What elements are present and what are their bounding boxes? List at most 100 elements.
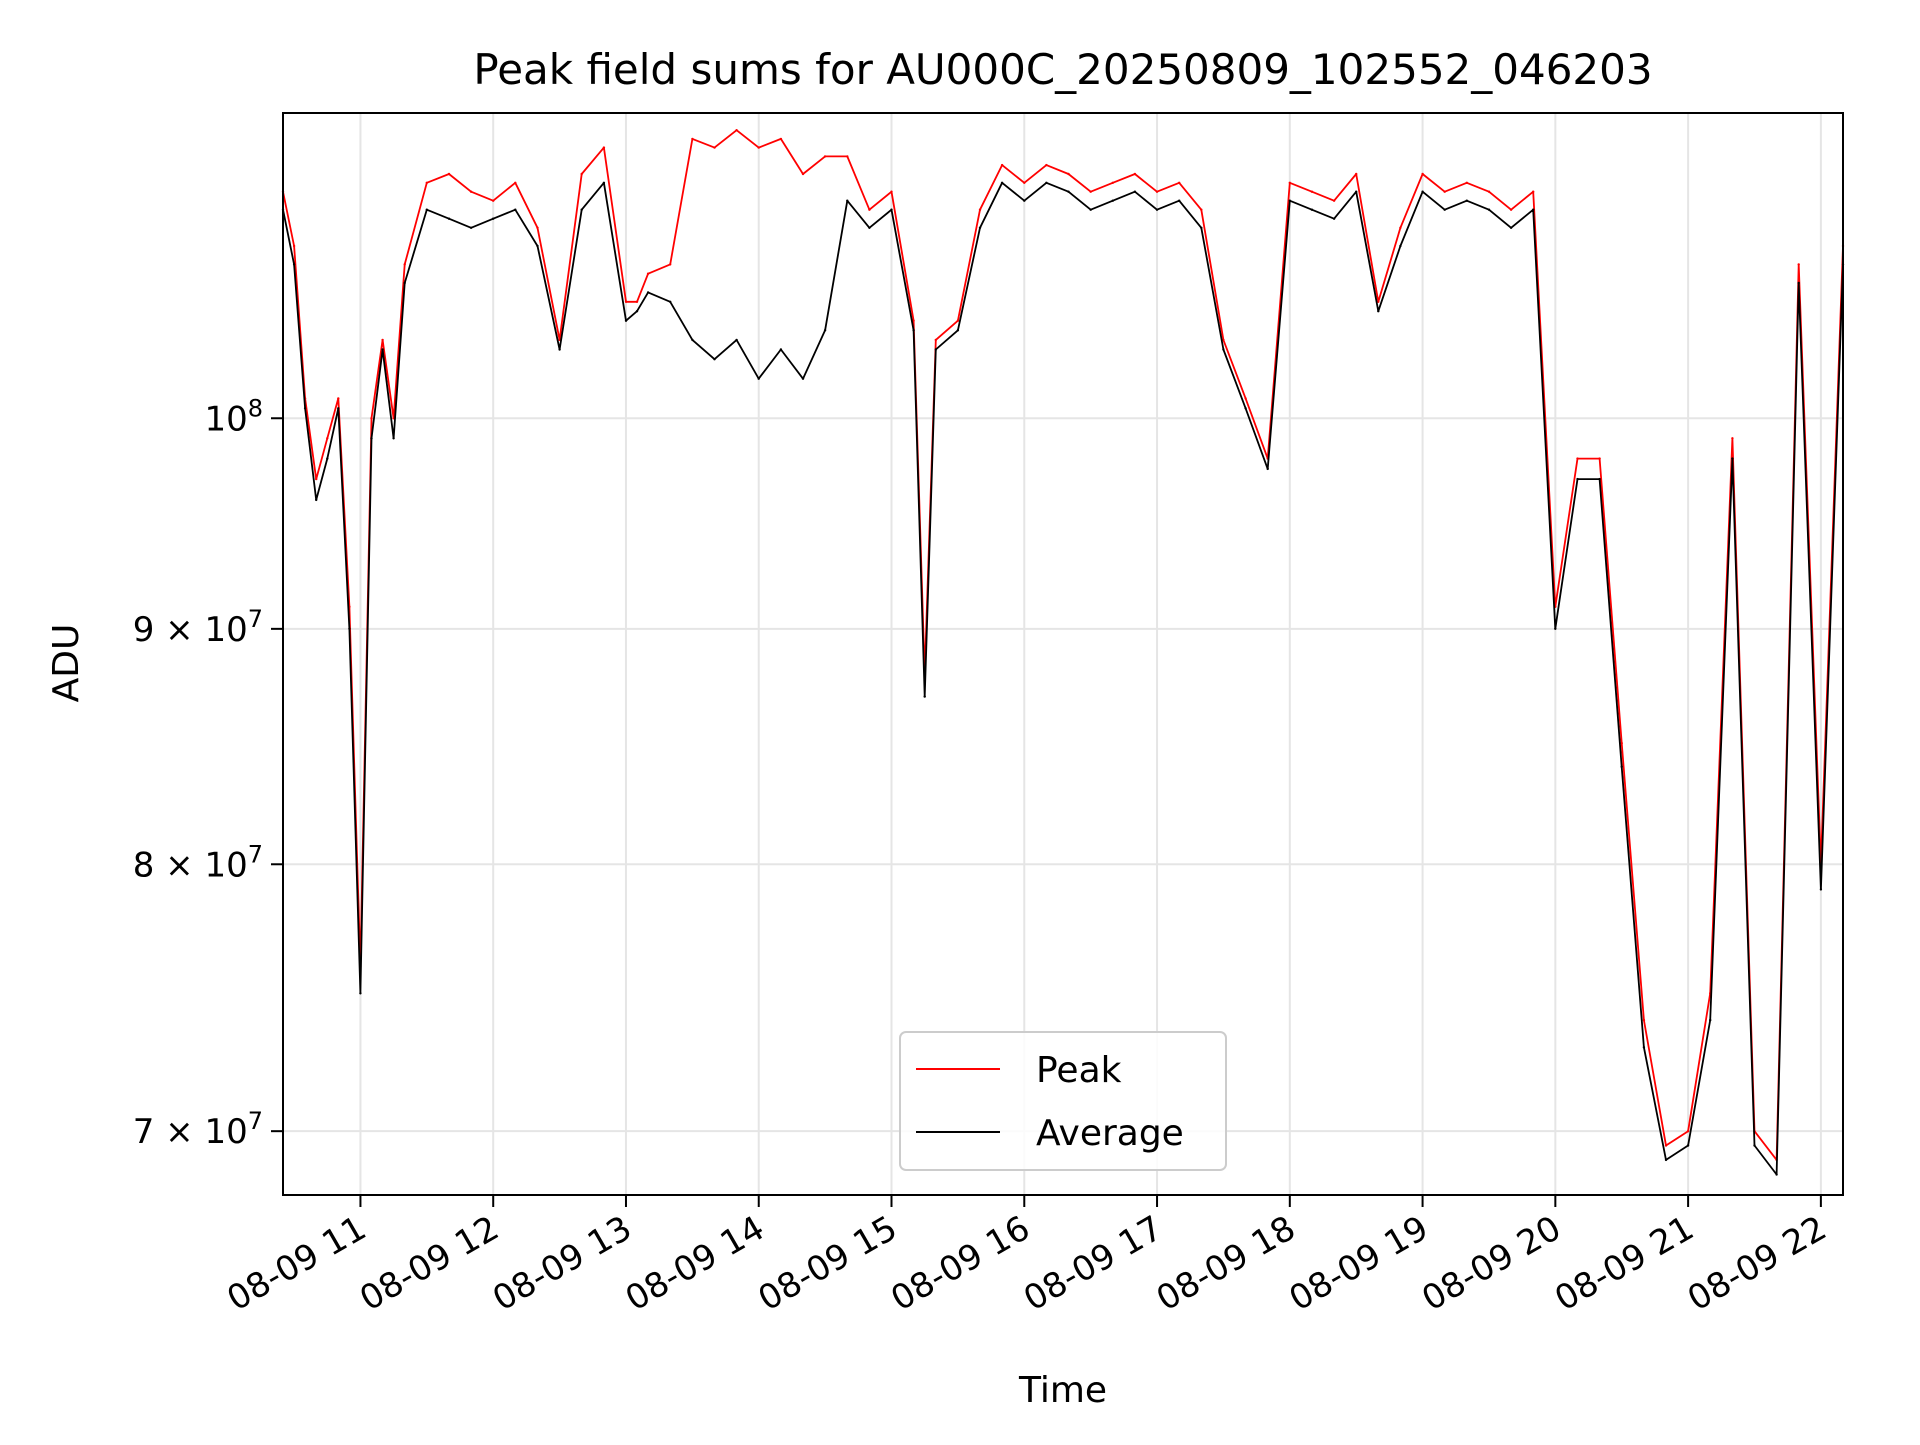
data-point-average bbox=[624, 319, 628, 322]
data-point-average bbox=[1664, 1158, 1668, 1162]
data-point-peak bbox=[823, 155, 827, 158]
x-tick-label: 08-09 16 bbox=[884, 1208, 1036, 1319]
data-point-average bbox=[823, 329, 827, 332]
data-point-average bbox=[890, 208, 893, 211]
data-point-average bbox=[359, 992, 362, 995]
data-point-average bbox=[381, 348, 384, 351]
y-axis: 7 × 107 8 × 107 9 × 107 108 bbox=[133, 394, 283, 1152]
data-point-peak bbox=[536, 226, 539, 229]
data-point-peak bbox=[602, 146, 606, 149]
x-tick-label: 08-09 22 bbox=[1681, 1208, 1833, 1319]
x-tick-label: 08-09 14 bbox=[619, 1208, 771, 1319]
data-point-average bbox=[691, 338, 694, 342]
data-point-average bbox=[1067, 190, 1070, 193]
data-point-average bbox=[868, 226, 871, 229]
legend: Peak Average bbox=[899, 1031, 1227, 1171]
data-point-peak bbox=[1421, 172, 1424, 176]
y-axis-label: ADU bbox=[46, 624, 87, 703]
data-point-average bbox=[1532, 208, 1535, 211]
data-point-average bbox=[1288, 199, 1292, 202]
data-point-peak bbox=[1067, 172, 1070, 176]
data-point-average bbox=[1642, 1046, 1646, 1049]
data-point-peak bbox=[669, 263, 672, 266]
data-point-average bbox=[392, 437, 395, 440]
data-point-average bbox=[1487, 208, 1491, 211]
data-point-average bbox=[469, 226, 473, 229]
data-point-peak bbox=[1509, 208, 1513, 211]
data-point-average bbox=[1222, 348, 1225, 351]
data-point-average bbox=[1509, 226, 1513, 229]
y-tick-label: 9 × 107 bbox=[133, 605, 263, 650]
data-point-average bbox=[326, 457, 329, 460]
data-point-average bbox=[1332, 217, 1336, 220]
data-point-average bbox=[1089, 208, 1092, 211]
chart-title: Peak field sums for AU000C_20250809_1025… bbox=[473, 45, 1652, 94]
data-point-peak bbox=[635, 300, 639, 303]
data-point-peak bbox=[1487, 190, 1491, 193]
data-point-average bbox=[978, 226, 982, 229]
data-point-average bbox=[1554, 627, 1557, 630]
data-point-peak bbox=[1133, 172, 1137, 176]
data-point-average bbox=[923, 695, 926, 698]
data-point-peak bbox=[1244, 397, 1247, 400]
data-point-average bbox=[1155, 208, 1159, 211]
data-point-peak bbox=[1642, 1018, 1646, 1022]
data-point-average bbox=[1686, 1144, 1690, 1147]
data-point-average bbox=[1797, 281, 1800, 285]
x-tick-label: 08-09 15 bbox=[752, 1208, 904, 1319]
y-tick-label: 8 × 107 bbox=[133, 840, 263, 885]
plot-frame bbox=[282, 112, 1844, 1196]
data-point-average bbox=[735, 338, 738, 342]
legend-peak-label: Peak bbox=[1036, 1050, 1122, 1091]
data-point-average bbox=[1775, 1173, 1778, 1176]
data-point-peak bbox=[757, 146, 760, 149]
data-point-average bbox=[1399, 244, 1402, 248]
data-point-average bbox=[757, 377, 760, 380]
x-tick-label: 08-09 18 bbox=[1150, 1208, 1302, 1319]
data-point-average bbox=[536, 244, 539, 248]
data-point-average bbox=[779, 348, 783, 351]
data-point-average bbox=[315, 498, 318, 502]
data-point-average bbox=[846, 199, 849, 202]
data-point-peak bbox=[1576, 457, 1579, 460]
data-point-average bbox=[602, 181, 606, 184]
x-tick-label: 08-09 21 bbox=[1548, 1208, 1700, 1319]
data-point-average bbox=[669, 300, 672, 303]
data-point-average bbox=[1421, 190, 1424, 193]
data-point-peak bbox=[956, 319, 960, 322]
data-point-average bbox=[1443, 208, 1446, 211]
data-point-peak bbox=[370, 417, 373, 420]
series-line-average bbox=[282, 181, 1844, 1176]
x-tick-label: 08-09 20 bbox=[1415, 1208, 1567, 1319]
data-point-average bbox=[934, 348, 937, 351]
data-point-peak bbox=[890, 190, 893, 193]
data-point-average bbox=[635, 310, 639, 313]
data-point-average bbox=[1620, 765, 1623, 768]
data-point-peak bbox=[337, 397, 340, 400]
data-point-peak bbox=[735, 129, 738, 132]
data-point-peak bbox=[469, 190, 473, 193]
data-point-average bbox=[1576, 477, 1579, 481]
data-point-peak bbox=[1288, 181, 1292, 184]
data-point-peak bbox=[779, 137, 783, 141]
data-point-peak bbox=[1686, 1130, 1690, 1133]
data-point-peak bbox=[624, 300, 628, 303]
data-point-average bbox=[1377, 310, 1380, 313]
data-point-peak bbox=[846, 155, 849, 158]
x-tick-label: 08-09 11 bbox=[221, 1208, 373, 1319]
y-tick-label: 108 bbox=[204, 394, 263, 439]
data-point-average bbox=[1819, 888, 1823, 891]
data-point-average bbox=[1178, 199, 1181, 202]
data-point-average bbox=[370, 437, 373, 440]
data-point-peak bbox=[801, 172, 805, 176]
data-point-average bbox=[713, 358, 716, 361]
data-point-peak bbox=[1620, 741, 1623, 745]
data-point-peak bbox=[1089, 190, 1092, 193]
x-tick-label: 08-09 12 bbox=[353, 1208, 505, 1319]
data-point-average bbox=[1266, 467, 1269, 471]
legend-average-label: Average bbox=[1036, 1113, 1184, 1154]
data-point-average bbox=[1465, 199, 1469, 202]
data-point-average bbox=[1598, 477, 1601, 481]
